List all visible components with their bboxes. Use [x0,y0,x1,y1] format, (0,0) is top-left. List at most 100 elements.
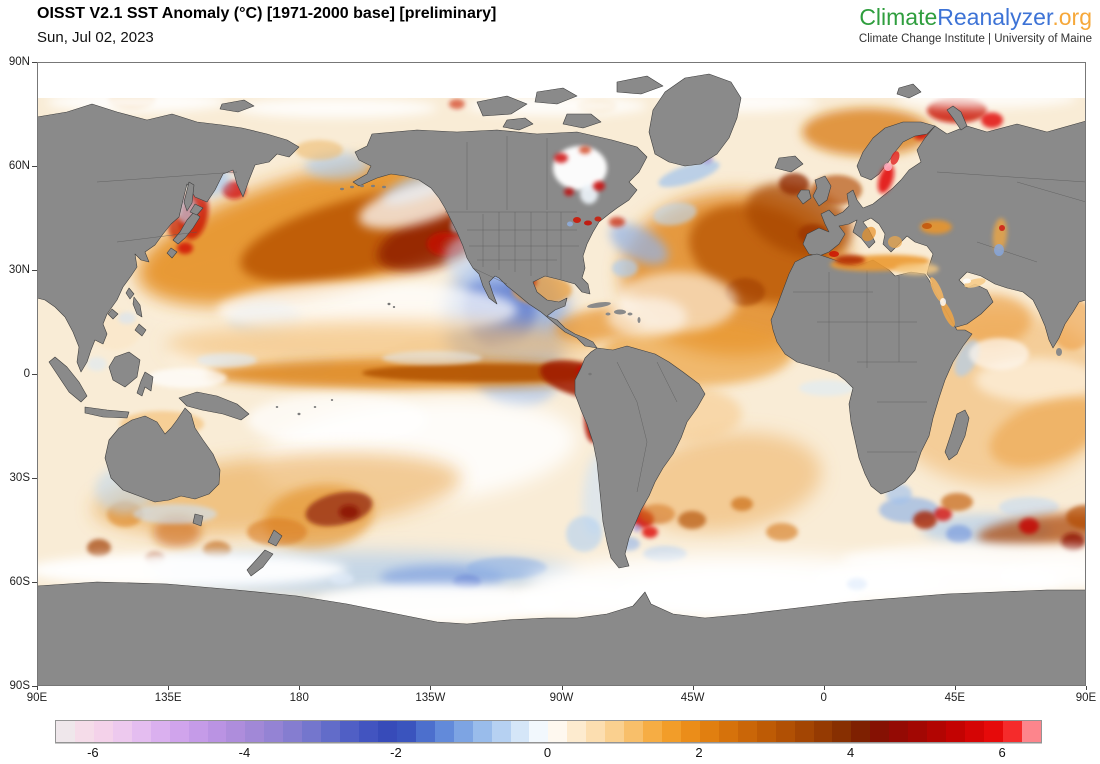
anomaly-blob [177,242,193,254]
land-britain [812,175,832,207]
colorbar-segment [264,721,284,742]
overlay-feature [564,188,574,196]
colorbar-segment [889,721,909,742]
land-ireland [796,189,812,205]
overlay-feature [862,226,876,242]
colorbar-segment [283,721,303,742]
colorbar-segment [207,721,227,742]
anomaly-blob [997,562,1086,590]
colorbar-segment [74,721,94,742]
overlay-feature [587,302,611,308]
lat-label-90n: 90N [8,56,30,68]
anomaly-blob [847,578,867,590]
anomaly-blob [167,321,607,369]
overlay-feature [297,412,301,416]
colorbar-segment [605,721,625,742]
land-hainan [107,308,119,320]
anomaly-blob [632,432,822,532]
colorbar-segment [643,721,662,742]
lat-label-0: 0 [23,368,30,380]
anomaly-blob [633,524,641,532]
colorbar-segment [188,721,208,742]
land-borneo [108,351,141,388]
anomaly-blob [913,511,937,529]
overlay-feature [313,406,317,408]
logo-subtitle: Climate Change Institute | University of… [858,33,1092,45]
anomaly-blob [1061,533,1085,551]
logo-part-org: .org [1052,4,1092,30]
colorbar-segment [245,721,265,742]
anomaly-blob [607,297,687,337]
lon-tick [823,686,825,690]
colorbar-segment [908,721,928,742]
colorbar-segment [112,721,132,742]
anomaly-blob [731,497,753,511]
anomaly-blob [989,397,1086,467]
anomaly-blob [237,98,437,118]
land-java [84,406,130,419]
colorbar-segment [851,721,871,742]
overlay-feature [567,221,573,227]
overlay-feature [275,406,279,408]
colorbar-segment [169,721,189,742]
colorbar-segment [965,721,984,742]
anomaly-blob [653,202,697,226]
anomaly-blob [612,571,862,617]
colorbar-segment [699,721,719,742]
colorbar-tick-0: 0 [543,745,552,760]
land-new-guinea [178,391,250,421]
lat-label-60s: 60S [9,576,30,588]
overlay-feature [579,146,591,154]
anomaly-blob [779,173,809,195]
colorbar-tick--4: -4 [238,745,251,760]
anomaly-blob [609,223,669,265]
colorbar-segment [775,721,795,742]
lat-tick [32,374,37,375]
lon-tick [168,686,170,690]
colorbar-tick-6: 6 [998,745,1006,760]
colorbar-segment [680,721,700,742]
overlay-feature [994,244,1004,256]
overlay-feature [584,220,592,226]
lon-tick [37,686,38,690]
lon-label-45w: 45W [680,692,705,704]
anomaly-blob [678,511,706,529]
anomaly-blob [330,573,354,585]
page-title: OISST V2.1 SST Anomaly (°C) [1971-2000 b… [37,5,497,22]
colorbar-segment [737,721,757,742]
overlay-feature [588,372,592,376]
anomaly-blob [305,491,373,527]
lon-tick [561,686,563,690]
anomaly-blob [766,523,798,541]
colorbar-segment [93,721,113,742]
land-sumatra [48,356,88,403]
site-logo[interactable]: ClimateReanalyzer.org [859,4,1092,30]
date-label: Sun, Jul 02, 2023 [37,29,154,46]
overlay-feature [895,263,939,275]
overlay-feature [1056,348,1062,356]
land-arctic-islands [219,75,664,131]
overlay-feature [963,278,971,284]
lat-label-90s: 90S [9,680,30,692]
colorbar-tick--2: -2 [390,745,402,760]
lon-tick [1086,686,1087,690]
overlay-feature [884,163,892,171]
lon-label-90w: 90W [549,692,574,704]
land-madagascar [944,409,970,461]
colorbar-segment [529,721,549,742]
anomaly-blob [981,112,1003,128]
colorbar-segment [813,721,833,742]
anomaly-blob [197,353,257,367]
land-eurasia-west [37,103,300,373]
overlay-feature [371,184,375,188]
colorbar-segment [983,721,1003,742]
lat-label-60n: 60N [8,160,30,172]
overlay-feature [580,184,598,204]
anomaly-blob [1066,505,1086,529]
colorbar-segment [226,721,246,742]
overlay-feature [888,236,902,248]
land-south-america [574,345,706,569]
anomaly-blob [37,553,347,587]
land-taiwan [125,287,135,300]
overlay-feature [573,217,581,223]
